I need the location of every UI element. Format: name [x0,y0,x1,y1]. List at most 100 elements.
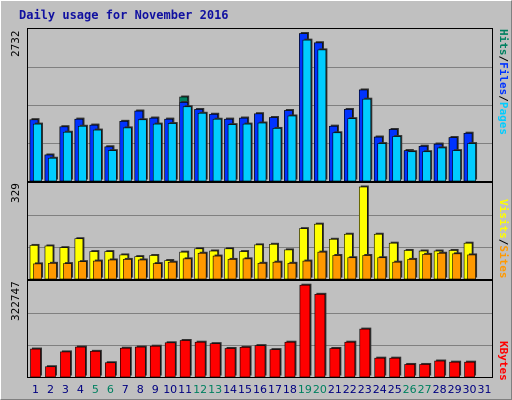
legend-hits: Hits [497,29,510,56]
sites-bar [167,261,177,280]
x-tick-label: 21 [328,383,342,396]
sites-bar [212,255,222,280]
pages-bar [467,143,476,182]
sites-bar [272,261,282,280]
pages-bar [452,150,461,182]
kbytes-bar [224,348,236,378]
sites-bar [452,253,461,280]
kbytes-bar [449,361,460,378]
visits-chart [28,185,492,280]
hits-chart [28,32,492,182]
kbytes-bar [30,348,41,378]
kbytes-bar [149,345,161,378]
sites-bar [347,257,357,280]
x-tick-label: 17 [268,383,282,396]
pages-bar [332,132,342,182]
pages-bar [302,39,312,182]
legend-sites: Sites [497,245,510,279]
sites-bar [152,263,162,280]
kbytes-bar [329,348,341,378]
pages-bar [197,112,207,182]
kbytes-bar [75,346,86,378]
sites-bar [182,258,192,280]
kbytes-bar [299,284,311,378]
x-tick-label: 23 [358,383,372,396]
pages-bar [362,98,372,182]
kbytes-bar [254,345,266,378]
kbytes-bar [164,342,176,378]
kbytes-panel [27,280,493,378]
kbytes-bar [105,362,116,378]
sites-bar [93,260,102,280]
sites-bar [287,263,297,280]
x-tick-label: 6 [107,383,114,396]
pages-bar [48,157,57,182]
pages-bar [123,127,132,182]
pages-bar [377,143,387,182]
visits-legend: Visits/Sites [497,199,510,279]
legend-kbytes: KBytes [497,341,510,381]
pages-bar [78,125,87,182]
pages-bar [257,122,267,182]
kbytes-bar [239,347,251,378]
pages-bar [422,151,431,182]
sites-bar [437,252,446,280]
sites-bar [422,254,431,280]
x-tick-label: 8 [137,383,144,396]
x-tick-label: 5 [92,383,99,396]
x-tick-label: 13 [208,383,222,396]
pages-bar [152,123,162,182]
kbytes-bar [120,347,131,378]
sites-bar [227,259,237,280]
pages-bar [108,150,117,182]
kbytes-bar [134,346,146,378]
kbytes-ymax-label: 322747 [9,281,22,321]
sites-bar [257,263,267,280]
hits-ymax-label: 2732 [9,30,22,58]
kbytes-legend: KBytes [497,341,510,381]
kbytes-bar [60,351,71,378]
pages-bar [392,136,402,182]
sites-bar [108,259,117,280]
x-tick-label: 22 [343,383,357,396]
pages-bar [137,119,147,182]
x-tick-label: 12 [193,383,207,396]
pages-bar [407,151,416,182]
x-tick-label: 26 [403,383,417,396]
pages-bar [347,118,357,182]
x-tick-label: 14 [223,383,237,396]
pages-bar [167,123,177,182]
kbytes-bar [194,341,206,378]
x-tick-label: 30 [463,383,477,396]
pages-bar [212,118,222,182]
legend-files: Files [497,62,510,96]
kbytes-bar [389,357,401,378]
sites-bar [33,263,42,280]
x-tick-label: 11 [178,383,192,396]
kbytes-bar [314,294,326,378]
sites-bar [317,251,327,280]
legend-pages: Pages [497,101,510,135]
pages-bar [33,123,42,182]
pages-bar [272,128,282,182]
sites-bar [392,261,402,280]
x-tick-label: 29 [448,383,462,396]
x-tick-label: 27 [418,383,432,396]
pages-bar [287,115,297,182]
kbytes-bar [269,349,281,378]
kbytes-bar [344,341,356,378]
pages-bar [437,147,446,182]
kbytes-bar [209,343,221,378]
hits-legend: Hits/Files/Pages [497,29,510,135]
sites-bar [242,258,252,280]
chart-title: Daily usage for November 2016 [19,8,229,22]
sites-bar [63,263,72,280]
sites-bar [407,259,416,280]
pages-bar [93,129,102,182]
x-tick-label: 18 [283,383,297,396]
kbytes-bar [434,360,445,378]
pages-bar [63,131,72,182]
pages-bar [227,124,237,182]
sites-bar [137,259,147,280]
